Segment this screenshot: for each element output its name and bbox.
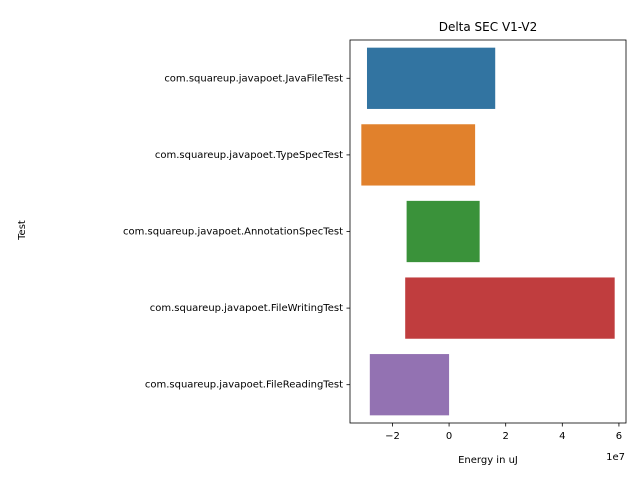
bars-layer bbox=[361, 47, 615, 416]
chart-title: Delta SEC V1-V2 bbox=[439, 20, 538, 34]
y-tick-label: com.squareup.javapoet.JavaFileTest bbox=[164, 73, 343, 84]
y-axis-label: Test bbox=[17, 220, 28, 241]
x-axis-label: Energy in uJ bbox=[458, 455, 518, 466]
bar bbox=[361, 124, 476, 186]
bar bbox=[406, 200, 480, 263]
x-tick-label: −2 bbox=[385, 431, 400, 442]
ticks-layer: com.squareup.javapoet.JavaFileTest com.sq… bbox=[123, 73, 622, 442]
x-tick-label: 2 bbox=[503, 431, 509, 442]
x-tick-label: 0 bbox=[446, 431, 452, 442]
bar bbox=[369, 354, 450, 416]
y-tick-label: com.squareup.javapoet.TypeSpecTest bbox=[155, 150, 343, 161]
x-tick-label: 6 bbox=[616, 431, 622, 442]
bar bbox=[366, 47, 496, 109]
x-tick-label: 4 bbox=[559, 431, 565, 442]
x-axis-offset-label: 1e7 bbox=[606, 452, 625, 463]
y-tick-label: com.squareup.javapoet.FileWritingTest bbox=[150, 303, 343, 314]
y-tick-label: com.squareup.javapoet.AnnotationSpecTest bbox=[123, 227, 343, 238]
bar bbox=[405, 277, 615, 339]
y-tick-label: com.squareup.javapoet.FileReadingTest bbox=[145, 380, 343, 391]
